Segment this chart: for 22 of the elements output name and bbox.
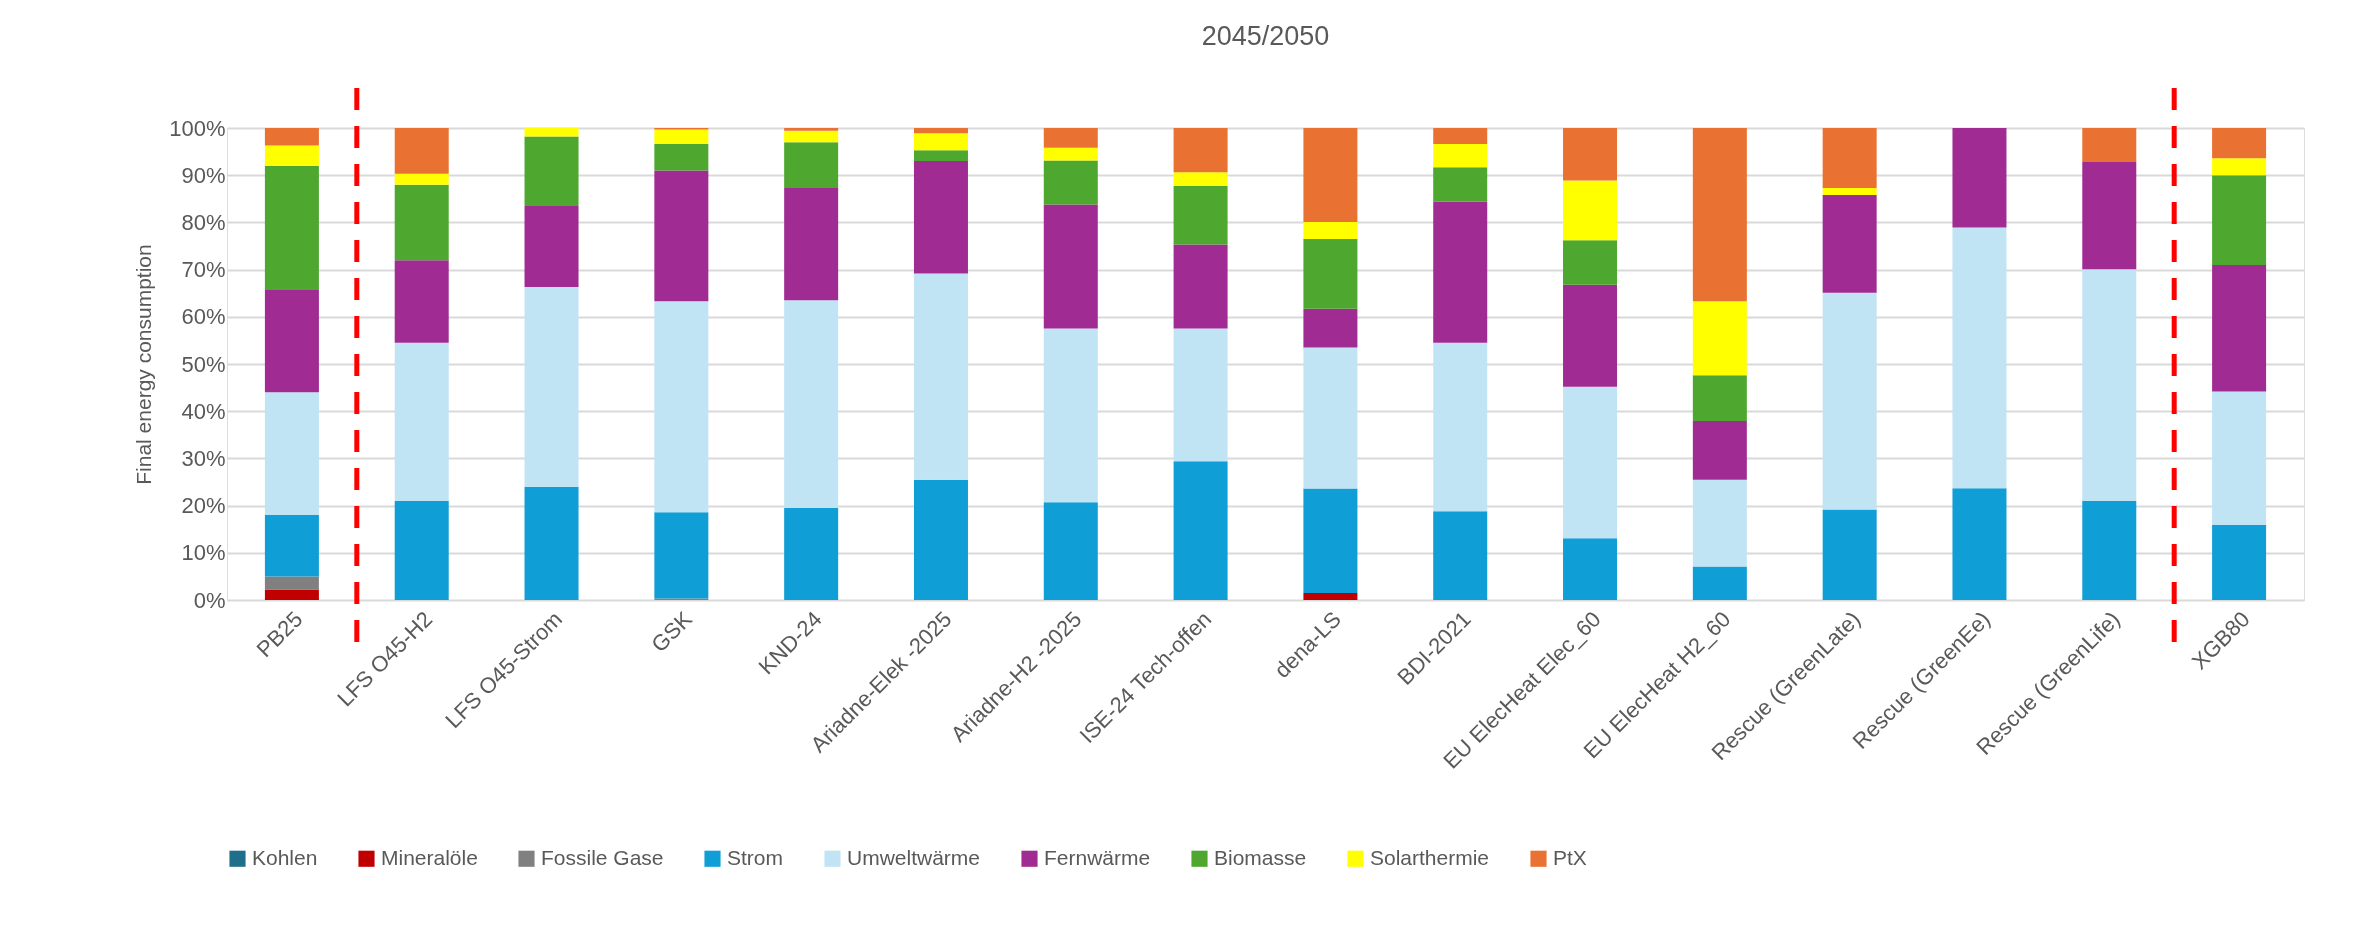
y-tick-label: 70% — [181, 257, 226, 283]
y-tick-label: 10% — [181, 540, 226, 566]
y-tick-label: 0% — [193, 587, 226, 613]
legend-label: Solarthermie — [1370, 845, 1490, 869]
legend-label: Mineralöle — [381, 845, 478, 869]
legend-label: Fernwärme — [1044, 845, 1151, 869]
y-tick-label: 100% — [169, 115, 226, 141]
legend-label: Umweltwärme — [847, 845, 981, 869]
legend-label: Kohlen — [252, 845, 318, 869]
y-tick-label: 60% — [181, 304, 226, 330]
legend-label: Fossile Gase — [541, 845, 664, 869]
y-tick-label: 80% — [181, 209, 226, 235]
y-tick-label: 30% — [181, 445, 226, 471]
legend-label: Biomasse — [1214, 845, 1307, 869]
legend-label: PtX — [1553, 845, 1587, 869]
chart-title: 2045/2050 — [1201, 20, 1330, 51]
y-tick-label: 90% — [181, 162, 226, 188]
y-tick-label: 40% — [181, 398, 226, 424]
y-axis-title: Final energy consumption — [132, 244, 156, 485]
y-tick-label: 20% — [181, 493, 226, 519]
legend-label: Strom — [727, 845, 784, 869]
y-tick-label: 50% — [181, 351, 226, 377]
